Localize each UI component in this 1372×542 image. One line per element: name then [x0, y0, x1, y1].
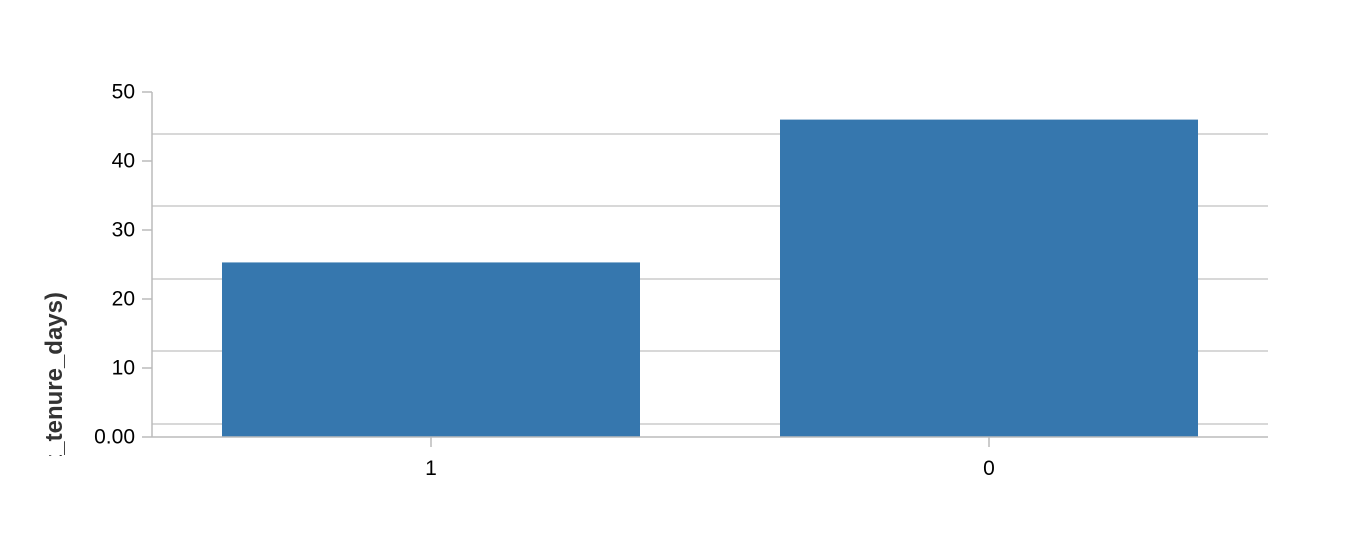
bar-0: [780, 119, 1198, 437]
x-tick-label: 0: [983, 457, 995, 480]
y-tick-label: 10: [112, 357, 135, 380]
bars: [222, 119, 1198, 437]
y-tick-label: 0.00: [94, 426, 135, 449]
y-tick-label: 30: [112, 219, 135, 242]
bar-1: [222, 262, 640, 437]
x-tick-label: 1: [425, 457, 437, 480]
y-axis-title: avg(ft_tenure_days): [41, 292, 68, 520]
y-tick-label: 50: [112, 81, 135, 104]
y-tick-label: 40: [112, 150, 135, 173]
y-tick-label: 20: [112, 288, 135, 311]
